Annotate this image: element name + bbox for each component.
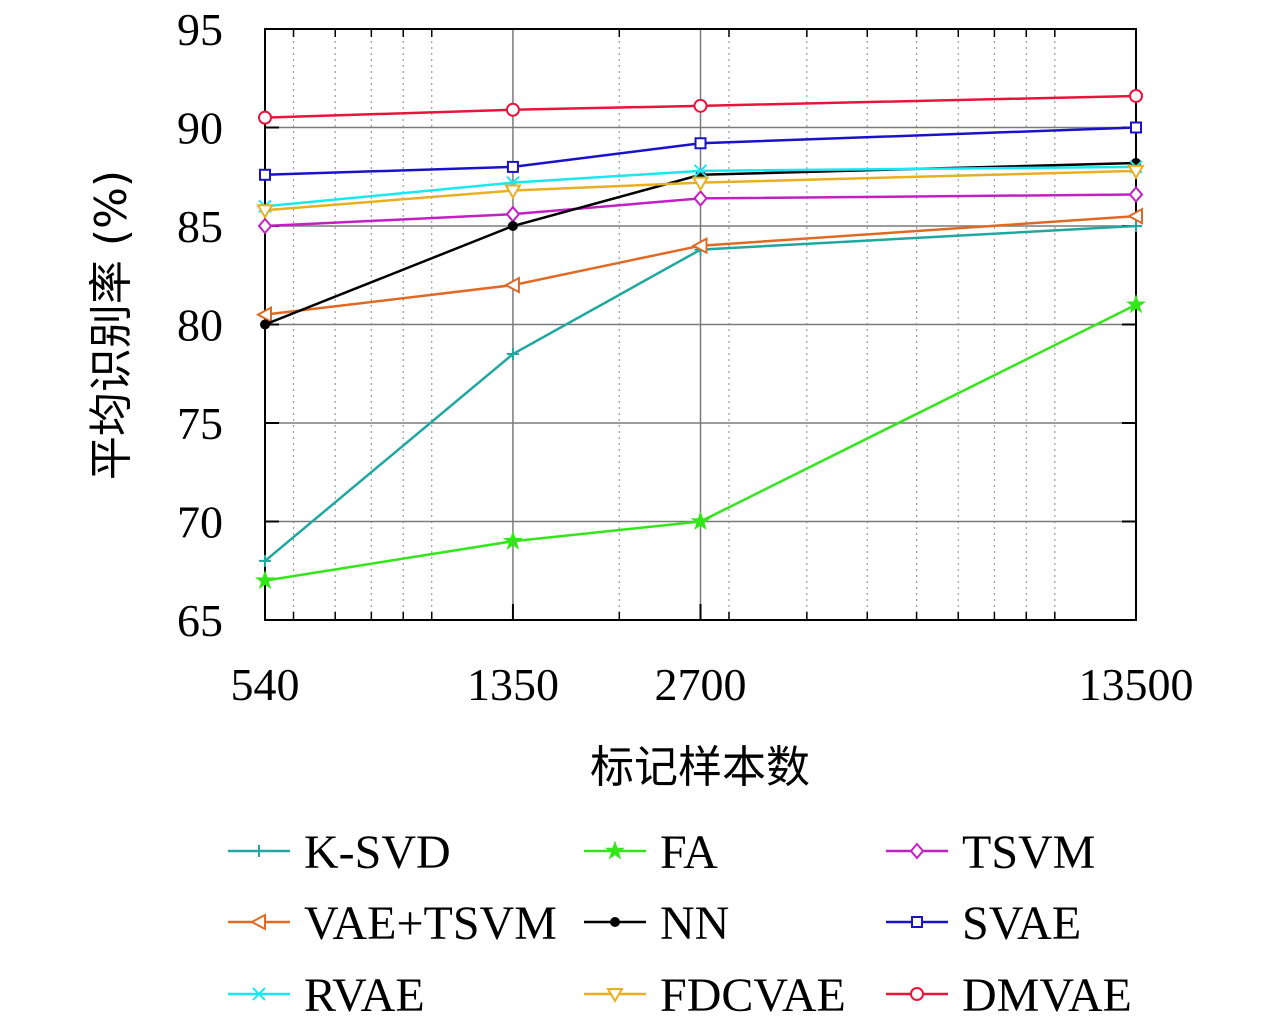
legend-marker-nn	[610, 917, 620, 927]
series-line-k-svd	[264, 224, 1137, 562]
legend-label-fa: FA	[660, 826, 718, 879]
data-point-dmvae	[505, 102, 520, 117]
x-tick-label: 2700	[655, 659, 747, 710]
legend-label-tsvm: TSVM	[962, 826, 1095, 879]
data-point-svae	[694, 137, 707, 150]
data-point-fdcvae	[256, 204, 274, 220]
data-point-svae	[259, 168, 271, 181]
legend-label-rvae: RVAE	[304, 969, 425, 1022]
legend-label-nn: NN	[660, 897, 729, 950]
x-axis-tick-labels: 540 1350 2700 13500	[231, 659, 1194, 710]
legend-item-fa: FA	[584, 826, 718, 879]
data-point-svae	[506, 160, 519, 173]
data-point-vae-tsvm	[1126, 207, 1143, 225]
data-point-dmvae	[258, 110, 272, 125]
series-fa	[254, 294, 1147, 590]
legend-label-fdcvae: FDCVAE	[660, 969, 846, 1022]
legend-label-k-svd: K-SVD	[304, 826, 451, 879]
data-point-fa	[502, 530, 523, 550]
data-point-fa	[1125, 294, 1147, 314]
data-point-tsvm	[257, 217, 273, 235]
data-point-dmvae	[693, 98, 708, 113]
data-point-vae-tsvm	[691, 237, 708, 255]
series-line-vae-tsvm	[264, 214, 1137, 316]
legend-item-tsvm: TSVM	[886, 826, 1095, 879]
legend-item-nn: NN	[584, 897, 729, 950]
x-tick-label: 1350	[467, 659, 559, 710]
data-point-k-svd	[259, 554, 271, 567]
data-point-fdcvae	[504, 184, 522, 200]
data-point-dmvae	[1129, 88, 1143, 103]
series-line-dmvae	[264, 94, 1137, 119]
data-point-fdcvae	[691, 176, 710, 192]
y-tick-label: 85	[177, 201, 223, 252]
series-tsvm	[257, 185, 1144, 235]
legend-marker-vae-tsvm	[249, 913, 266, 931]
data-point-nn	[260, 319, 270, 330]
y-tick-label: 80	[177, 300, 223, 351]
series-dmvae	[258, 88, 1143, 125]
legend-label-vae-tsvm: VAE+TSVM	[304, 897, 557, 950]
legend: K-SVD FA TSVM VAE+TSVM NN SVAE RVAE FDCVAE DMVAE	[228, 826, 1132, 1022]
legend-item-vae-tsvm: VAE+TSVM	[228, 897, 557, 950]
data-point-k-svd	[1130, 220, 1142, 232]
legend-item-rvae: RVAE	[228, 969, 425, 1022]
data-point-tsvm	[693, 189, 708, 207]
series-svae	[259, 121, 1142, 181]
data-point-tsvm	[1128, 185, 1144, 204]
x-axis-title: 标记样本数	[590, 742, 810, 793]
data-point-rvae	[693, 164, 708, 178]
legend-item-svae: SVAE	[886, 897, 1081, 950]
y-tick-label: 95	[177, 4, 223, 55]
data-point-svae	[1130, 121, 1142, 134]
series-line-tsvm	[264, 193, 1137, 228]
legend-label-svae: SVAE	[962, 897, 1081, 950]
legend-item-fdcvae: FDCVAE	[584, 969, 846, 1022]
legend-marker-fdcvae	[606, 988, 624, 1003]
grid	[264, 28, 1137, 621]
legend-marker-fa	[604, 840, 626, 860]
data-point-fa	[690, 510, 711, 531]
y-tick-label: 65	[177, 595, 223, 646]
legend-item-k-svd: K-SVD	[228, 826, 451, 879]
data-point-nn	[507, 221, 518, 231]
data-point-fdcvae	[1127, 164, 1145, 180]
legend-marker-svae	[911, 916, 923, 928]
data-point-tsvm	[505, 205, 521, 223]
legend-marker-dmvae	[910, 987, 924, 1001]
legend-label-dmvae: DMVAE	[962, 969, 1132, 1022]
y-axis-title: 平均识别率 (%)	[86, 170, 137, 480]
axis-ticks	[264, 28, 1137, 621]
series-line-svae	[264, 126, 1137, 177]
series-lines	[254, 88, 1147, 590]
data-point-vae-tsvm	[503, 276, 520, 294]
series-line-fa	[264, 303, 1137, 582]
legend-marker-rvae	[252, 987, 266, 1001]
data-point-fa	[254, 570, 276, 590]
x-tick-label: 13500	[1079, 659, 1194, 710]
x-tick-label: 540	[231, 659, 300, 710]
legend-marker-tsvm	[909, 842, 925, 860]
series-line-fdcvae	[264, 169, 1137, 212]
series-vae-tsvm	[255, 207, 1143, 324]
data-point-vae-tsvm	[255, 305, 272, 324]
series-fdcvae	[256, 164, 1145, 220]
legend-item-dmvae: DMVAE	[886, 969, 1132, 1022]
y-axis-tick-labels: 65 70 75 80 85 90 95	[177, 4, 223, 646]
y-tick-label: 70	[177, 497, 223, 548]
legend-marker-k-svd	[253, 845, 265, 857]
series-line-rvae	[264, 165, 1137, 208]
y-tick-label: 90	[177, 103, 223, 154]
y-tick-label: 75	[177, 398, 223, 449]
data-point-k-svd	[506, 348, 519, 361]
